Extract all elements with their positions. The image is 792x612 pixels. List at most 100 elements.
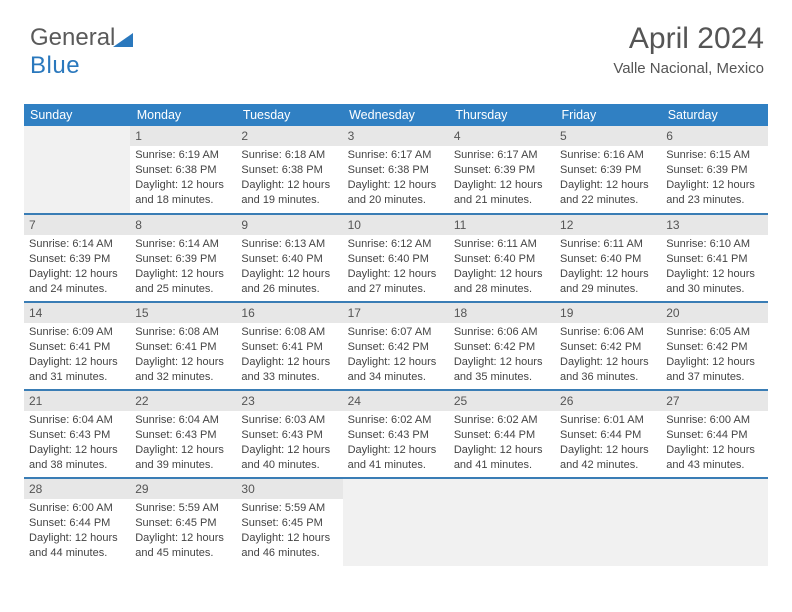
calendar-day-cell — [661, 478, 767, 566]
calendar-day-cell: 20Sunrise: 6:05 AMSunset: 6:42 PMDayligh… — [661, 302, 767, 390]
day-detail-line: Sunset: 6:39 PM — [666, 163, 762, 178]
day-number: 8 — [130, 215, 236, 235]
day-detail-line: Sunrise: 6:14 AM — [135, 237, 231, 252]
day-details: Sunrise: 6:16 AMSunset: 6:39 PMDaylight:… — [555, 146, 661, 211]
day-detail-line: and 37 minutes. — [666, 370, 762, 385]
day-detail-line: Daylight: 12 hours — [29, 531, 125, 546]
day-detail-line: and 43 minutes. — [666, 458, 762, 473]
day-number: 6 — [661, 126, 767, 146]
day-detail-line: Daylight: 12 hours — [241, 178, 337, 193]
day-detail-line: Sunset: 6:39 PM — [454, 163, 550, 178]
day-number: 1 — [130, 126, 236, 146]
day-detail-line: Sunrise: 6:04 AM — [135, 413, 231, 428]
logo-text-2: Blue — [30, 52, 80, 79]
day-number: 25 — [449, 391, 555, 411]
calendar-day-cell: 18Sunrise: 6:06 AMSunset: 6:42 PMDayligh… — [449, 302, 555, 390]
day-detail-line: Sunset: 6:40 PM — [241, 252, 337, 267]
day-details: Sunrise: 6:17 AMSunset: 6:39 PMDaylight:… — [449, 146, 555, 211]
weekday-header: Wednesday — [343, 104, 449, 126]
day-detail-line: Daylight: 12 hours — [560, 355, 656, 370]
day-detail-line: Sunrise: 6:02 AM — [454, 413, 550, 428]
day-number: 29 — [130, 479, 236, 499]
day-detail-line: Sunset: 6:39 PM — [29, 252, 125, 267]
day-details: Sunrise: 6:15 AMSunset: 6:39 PMDaylight:… — [661, 146, 767, 211]
calendar-day-cell: 30Sunrise: 5:59 AMSunset: 6:45 PMDayligh… — [236, 478, 342, 566]
day-detail-line: and 18 minutes. — [135, 193, 231, 208]
calendar-day-cell: 26Sunrise: 6:01 AMSunset: 6:44 PMDayligh… — [555, 390, 661, 478]
day-detail-line: and 29 minutes. — [560, 282, 656, 297]
day-detail-line: Sunset: 6:44 PM — [560, 428, 656, 443]
day-number: 18 — [449, 303, 555, 323]
calendar-day-cell: 11Sunrise: 6:11 AMSunset: 6:40 PMDayligh… — [449, 214, 555, 302]
day-detail-line: Sunrise: 6:08 AM — [241, 325, 337, 340]
calendar-day-cell: 28Sunrise: 6:00 AMSunset: 6:44 PMDayligh… — [24, 478, 130, 566]
day-detail-line: Sunset: 6:43 PM — [241, 428, 337, 443]
logo-text-1: General — [30, 24, 115, 51]
calendar-day-cell — [343, 478, 449, 566]
day-details: Sunrise: 6:04 AMSunset: 6:43 PMDaylight:… — [24, 411, 130, 476]
day-detail-line: Sunrise: 6:06 AM — [454, 325, 550, 340]
day-number: 21 — [24, 391, 130, 411]
day-detail-line: Daylight: 12 hours — [454, 355, 550, 370]
day-detail-line: Daylight: 12 hours — [135, 267, 231, 282]
day-detail-line: Daylight: 12 hours — [560, 443, 656, 458]
day-detail-line: Daylight: 12 hours — [560, 178, 656, 193]
day-number: 2 — [236, 126, 342, 146]
day-detail-line: and 30 minutes. — [666, 282, 762, 297]
day-detail-line: and 21 minutes. — [454, 193, 550, 208]
calendar-day-cell: 24Sunrise: 6:02 AMSunset: 6:43 PMDayligh… — [343, 390, 449, 478]
calendar-day-cell: 6Sunrise: 6:15 AMSunset: 6:39 PMDaylight… — [661, 126, 767, 214]
calendar-day-cell: 23Sunrise: 6:03 AMSunset: 6:43 PMDayligh… — [236, 390, 342, 478]
location-subtitle: Valle Nacional, Mexico — [613, 60, 764, 77]
calendar-day-cell: 4Sunrise: 6:17 AMSunset: 6:39 PMDaylight… — [449, 126, 555, 214]
calendar-body: 1Sunrise: 6:19 AMSunset: 6:38 PMDaylight… — [24, 126, 768, 566]
day-number: 9 — [236, 215, 342, 235]
calendar-week-row: 7Sunrise: 6:14 AMSunset: 6:39 PMDaylight… — [24, 214, 768, 302]
day-detail-line: Sunrise: 6:05 AM — [666, 325, 762, 340]
calendar-day-cell: 5Sunrise: 6:16 AMSunset: 6:39 PMDaylight… — [555, 126, 661, 214]
day-number: 3 — [343, 126, 449, 146]
day-detail-line: and 24 minutes. — [29, 282, 125, 297]
day-detail-line: Sunrise: 6:17 AM — [454, 148, 550, 163]
logo-triangle-icon — [113, 31, 133, 47]
day-detail-line: Daylight: 12 hours — [454, 267, 550, 282]
calendar-week-row: 14Sunrise: 6:09 AMSunset: 6:41 PMDayligh… — [24, 302, 768, 390]
day-details: Sunrise: 6:14 AMSunset: 6:39 PMDaylight:… — [130, 235, 236, 300]
day-details: Sunrise: 6:19 AMSunset: 6:38 PMDaylight:… — [130, 146, 236, 211]
calendar-day-cell: 19Sunrise: 6:06 AMSunset: 6:42 PMDayligh… — [555, 302, 661, 390]
calendar-day-cell: 29Sunrise: 5:59 AMSunset: 6:45 PMDayligh… — [130, 478, 236, 566]
day-detail-line: Sunrise: 6:00 AM — [666, 413, 762, 428]
day-detail-line: Daylight: 12 hours — [29, 355, 125, 370]
day-details: Sunrise: 6:14 AMSunset: 6:39 PMDaylight:… — [24, 235, 130, 300]
day-details: Sunrise: 6:05 AMSunset: 6:42 PMDaylight:… — [661, 323, 767, 388]
day-detail-line: Daylight: 12 hours — [560, 267, 656, 282]
day-detail-line: and 22 minutes. — [560, 193, 656, 208]
calendar-day-cell — [24, 126, 130, 214]
day-detail-line: Sunset: 6:44 PM — [29, 516, 125, 531]
calendar-day-cell: 25Sunrise: 6:02 AMSunset: 6:44 PMDayligh… — [449, 390, 555, 478]
day-detail-line: and 35 minutes. — [454, 370, 550, 385]
day-number: 24 — [343, 391, 449, 411]
weekday-header-row: Sunday Monday Tuesday Wednesday Thursday… — [24, 104, 768, 126]
calendar-day-cell: 15Sunrise: 6:08 AMSunset: 6:41 PMDayligh… — [130, 302, 236, 390]
day-detail-line: and 25 minutes. — [135, 282, 231, 297]
calendar-day-cell: 9Sunrise: 6:13 AMSunset: 6:40 PMDaylight… — [236, 214, 342, 302]
day-detail-line: Sunrise: 6:11 AM — [454, 237, 550, 252]
day-number: 15 — [130, 303, 236, 323]
day-number: 26 — [555, 391, 661, 411]
day-details: Sunrise: 6:08 AMSunset: 6:41 PMDaylight:… — [130, 323, 236, 388]
day-detail-line: and 46 minutes. — [241, 546, 337, 561]
day-number: 23 — [236, 391, 342, 411]
day-details: Sunrise: 6:04 AMSunset: 6:43 PMDaylight:… — [130, 411, 236, 476]
day-detail-line: and 32 minutes. — [135, 370, 231, 385]
day-number: 20 — [661, 303, 767, 323]
day-number: 27 — [661, 391, 767, 411]
calendar-day-cell: 16Sunrise: 6:08 AMSunset: 6:41 PMDayligh… — [236, 302, 342, 390]
day-detail-line: Daylight: 12 hours — [241, 531, 337, 546]
calendar-day-cell: 2Sunrise: 6:18 AMSunset: 6:38 PMDaylight… — [236, 126, 342, 214]
calendar-day-cell: 7Sunrise: 6:14 AMSunset: 6:39 PMDaylight… — [24, 214, 130, 302]
day-detail-line: Daylight: 12 hours — [454, 178, 550, 193]
calendar-table: Sunday Monday Tuesday Wednesday Thursday… — [24, 104, 768, 566]
day-detail-line: Sunset: 6:42 PM — [560, 340, 656, 355]
day-detail-line: Daylight: 12 hours — [241, 443, 337, 458]
